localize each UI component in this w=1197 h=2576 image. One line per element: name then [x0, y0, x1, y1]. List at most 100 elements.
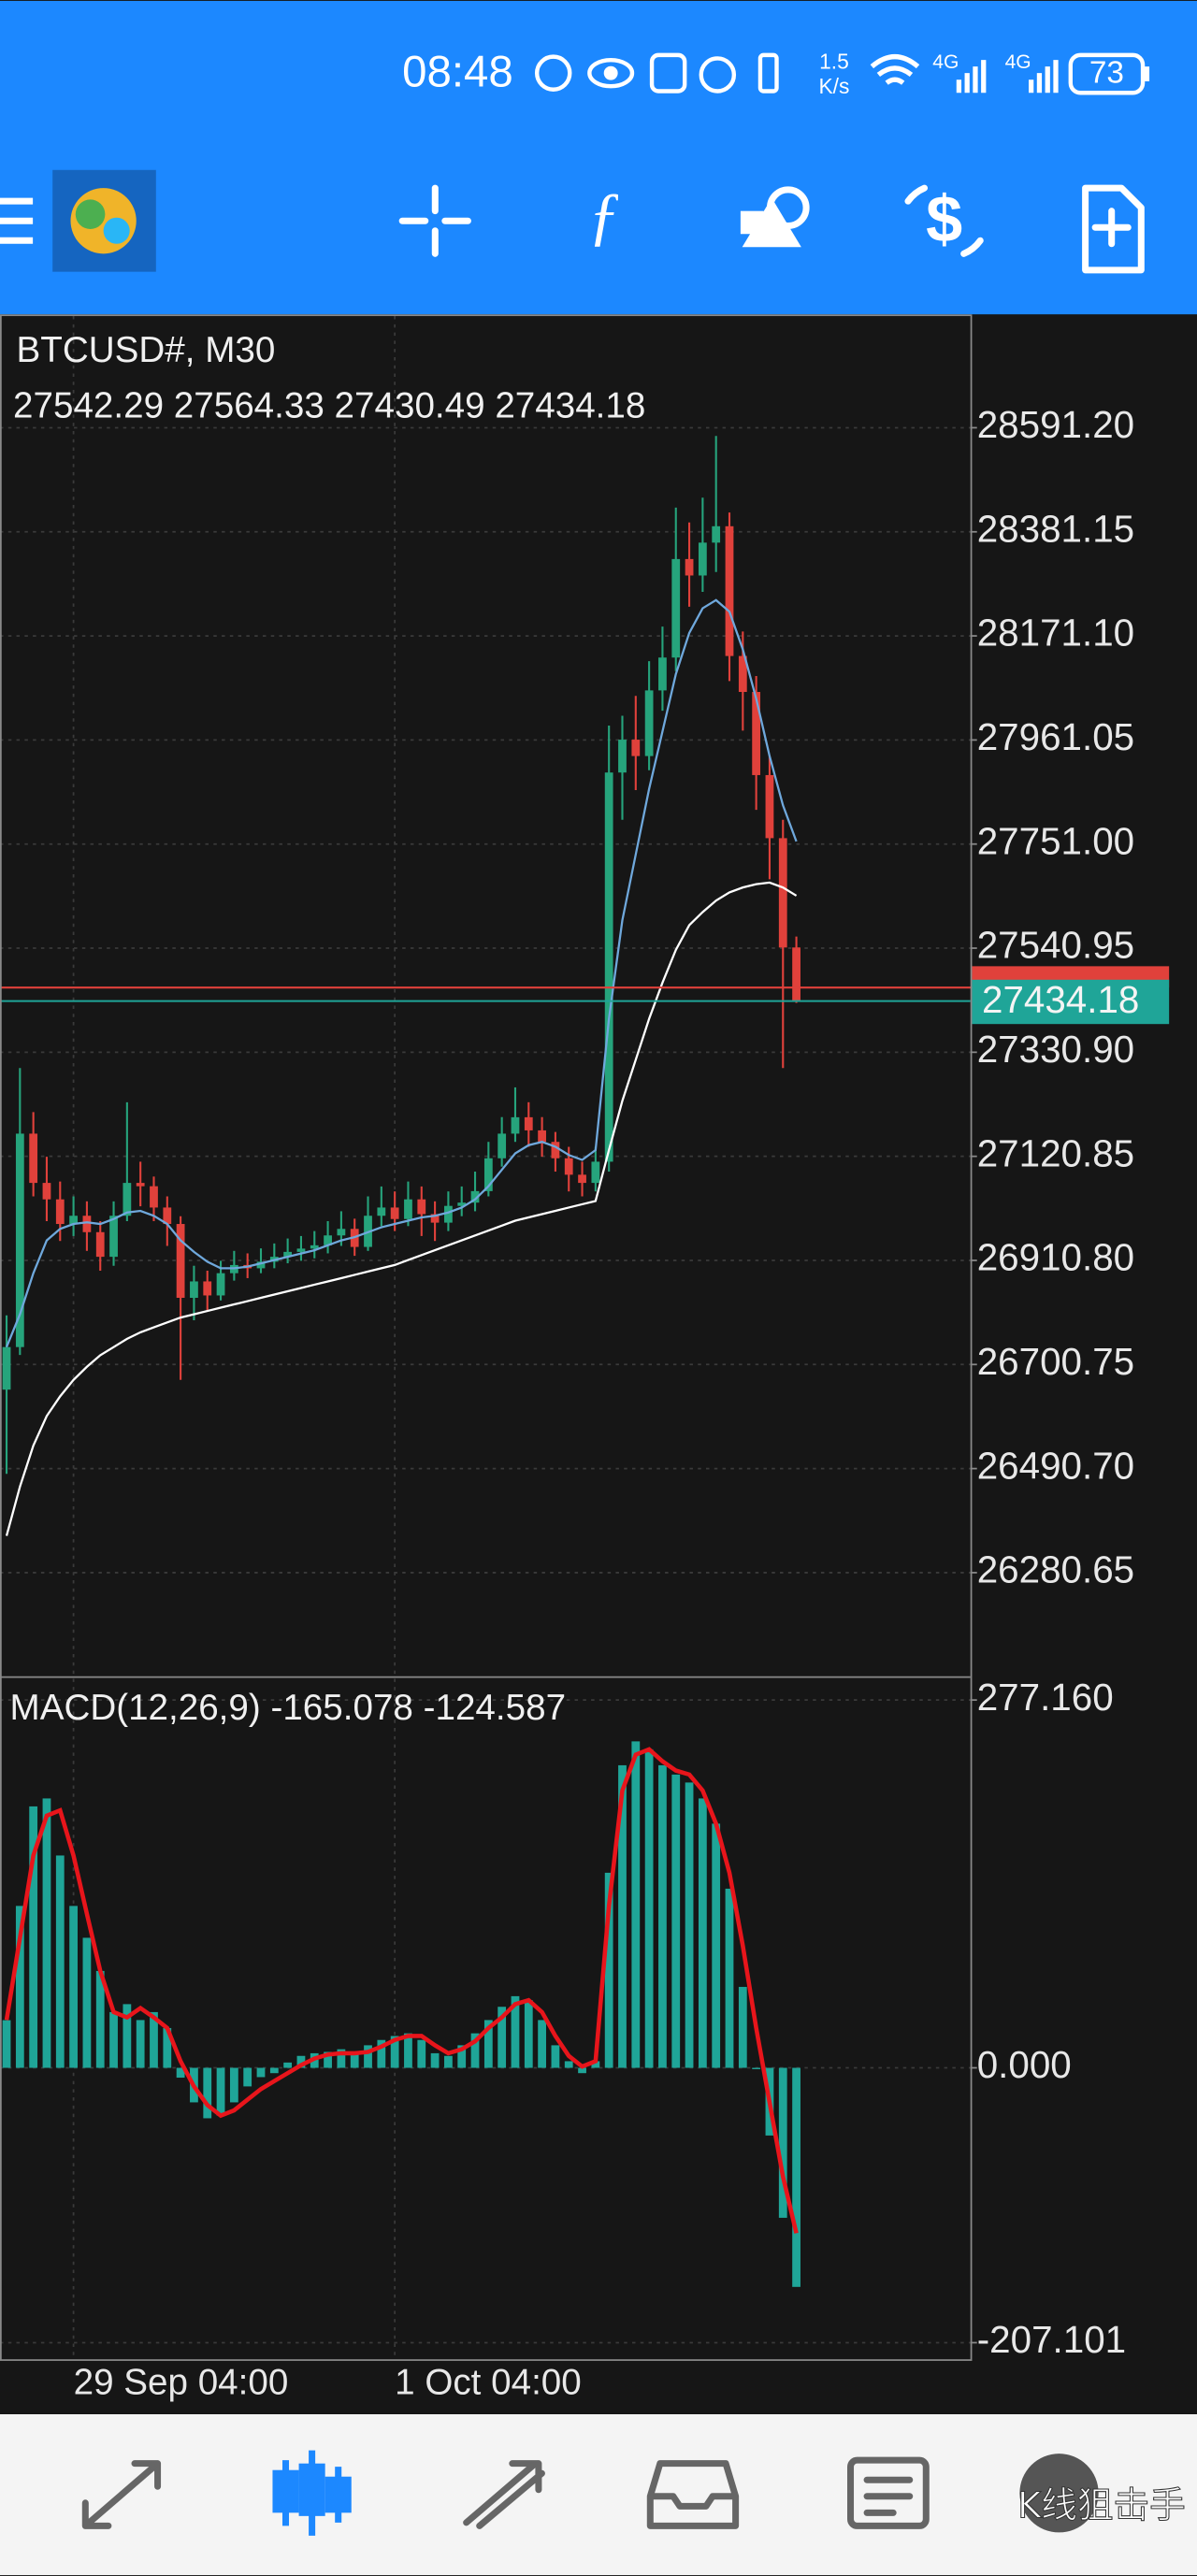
candle-body	[109, 1216, 118, 1258]
indicators-button[interactable]: ƒ	[588, 180, 621, 252]
macd-bar	[256, 2067, 266, 2078]
bid-tag	[972, 979, 1170, 1025]
battery	[1068, 52, 1146, 95]
y-tick-label: 277.160	[977, 1676, 1114, 1719]
macd-bar	[483, 2020, 493, 2068]
chart-tab[interactable]	[272, 2450, 352, 2536]
macd-bar	[216, 2067, 225, 2116]
candle-body	[591, 1161, 600, 1184]
new-order-button[interactable]	[1082, 184, 1145, 274]
x-tick-label: 29 Sep 04:00	[74, 2363, 289, 2403]
macd-bar	[564, 2061, 573, 2068]
trade-button[interactable]: $	[904, 181, 984, 257]
quotes-tab[interactable]	[81, 2460, 162, 2529]
macd-bar	[324, 2051, 332, 2068]
macd-bar	[203, 2067, 212, 2119]
macd-bar	[417, 2039, 426, 2068]
settings-tab[interactable]	[1019, 2454, 1099, 2533]
macd-bar	[109, 2011, 118, 2068]
candle-body	[738, 655, 747, 693]
net-speed-value: 1.5	[819, 50, 849, 74]
candle-body	[123, 1183, 132, 1216]
macd-bar	[2, 2020, 11, 2068]
macd-bar	[778, 2067, 787, 2218]
macd-bar	[269, 2067, 279, 2074]
candle-body	[498, 1133, 507, 1158]
candle-body	[256, 1261, 266, 1269]
candle-body	[685, 558, 694, 576]
macd-bar	[524, 2000, 533, 2068]
candle-body	[324, 1235, 332, 1245]
macd-bar	[444, 2055, 453, 2068]
messages-tab[interactable]	[847, 2456, 930, 2529]
net-speed-unit: K/s	[818, 74, 849, 98]
macd-bar	[42, 1798, 51, 2068]
candle-body	[150, 1186, 158, 1208]
macd-title: MACD(12,26,9) -165.078 -124.587	[10, 1688, 567, 1728]
candle-body	[95, 1231, 105, 1258]
svg-text:$: $	[926, 181, 962, 255]
signal-1	[956, 60, 987, 94]
macd-bar	[350, 2052, 359, 2068]
macd-bar	[671, 1774, 681, 2068]
objects-button[interactable]	[740, 186, 810, 248]
battery-level: 73	[1089, 56, 1124, 91]
macd-bar	[243, 2067, 252, 2087]
macd-bar	[123, 2004, 132, 2068]
candle-body	[377, 1207, 386, 1216]
candle-body	[671, 558, 681, 658]
macd-bar	[404, 2033, 412, 2068]
y-tick-label: 27961.05	[977, 715, 1134, 758]
macd-bar	[69, 1906, 78, 2068]
candle-body	[190, 1281, 198, 1298]
macd-bar	[618, 1764, 627, 2068]
battery-tip	[1144, 66, 1150, 81]
macd-bar	[29, 1806, 38, 2068]
candle-body	[296, 1248, 306, 1252]
candle-body	[618, 740, 627, 773]
macd-bar	[430, 2052, 440, 2068]
macd-bar	[658, 1764, 667, 2068]
menu-button[interactable]	[0, 197, 34, 244]
macd-bar	[364, 2045, 372, 2068]
status-icons	[534, 52, 779, 94]
macd-bar	[229, 2067, 238, 2103]
macd-bar	[15, 1906, 24, 2068]
macd-bar	[82, 1937, 92, 2068]
macd-bar	[685, 1782, 694, 2068]
candle-body	[604, 772, 613, 1162]
candle-body	[538, 1130, 546, 1143]
y-tick-label: 0.000	[977, 2043, 1072, 2086]
history-tab[interactable]	[646, 2460, 740, 2529]
crosshair-button[interactable]	[398, 184, 471, 257]
macd-bar	[511, 1995, 520, 2068]
signal-2	[1029, 60, 1059, 94]
y-tick-label: 26490.70	[977, 1444, 1134, 1487]
candle-body	[765, 774, 774, 839]
candle-body	[725, 525, 734, 656]
y-tick-label: 27751.00	[977, 819, 1134, 862]
candle-body	[390, 1207, 399, 1219]
x-tick-label: 1 Oct 04:00	[395, 2363, 582, 2403]
candle-body	[337, 1229, 346, 1236]
trade-tab[interactable]	[463, 2460, 545, 2529]
status-time: 08:48	[402, 47, 513, 96]
top-bar	[0, 0, 1197, 315]
candle-body	[470, 1190, 480, 1203]
app-icon[interactable]	[52, 169, 156, 272]
macd-bar	[752, 2067, 761, 2069]
macd-bar	[95, 1970, 105, 2068]
bottom-nav	[0, 2413, 1197, 2576]
y-tick-label: 27540.95	[977, 924, 1134, 967]
candle-body	[792, 947, 800, 1001]
candle-body	[163, 1207, 172, 1225]
macd-bar	[283, 2062, 293, 2068]
candle-body	[712, 525, 721, 543]
macd-bar	[644, 1749, 654, 2068]
macd-bar	[604, 1872, 613, 2068]
candle-body	[457, 1202, 467, 1206]
macd-bar	[136, 2020, 145, 2068]
macd-bar	[150, 2011, 158, 2068]
candle-body	[658, 657, 667, 691]
